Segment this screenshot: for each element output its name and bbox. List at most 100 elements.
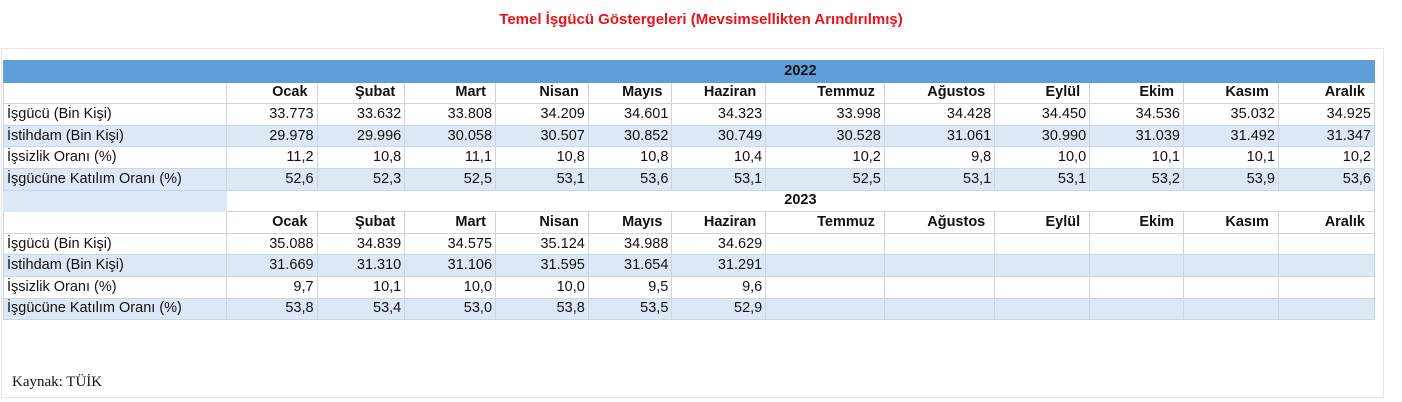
table-cell: 53,1 (495, 167, 589, 191)
table-cell: 34.629 (671, 232, 767, 256)
month-header: Mayıs (587, 211, 673, 234)
month-header: Nisan (495, 81, 589, 105)
table-cell: 31.347 (1277, 124, 1376, 148)
table-cell: 10,1 (1089, 146, 1184, 169)
year-header-spacer (3, 189, 227, 213)
table-cell: 29.978 (225, 124, 318, 148)
month-header: Mart (404, 211, 497, 234)
table-cell (994, 254, 1091, 277)
table-cell: 10,1 (1183, 146, 1279, 169)
month-header: Haziran (671, 211, 767, 234)
table-cell: 34.925 (1277, 103, 1376, 126)
table-cell: 53,1 (883, 167, 996, 191)
table-cell: 30.990 (994, 124, 1091, 148)
month-header: Temmuz (765, 81, 885, 105)
table-cell: 33.998 (765, 103, 885, 126)
table-cell: 34.323 (671, 103, 767, 126)
table-cell (883, 275, 996, 299)
table-cell: 53,8 (225, 297, 318, 321)
table-cell (994, 297, 1091, 321)
table-cell: 31.654 (587, 254, 673, 277)
month-header: Temmuz (765, 211, 885, 234)
row-label: İşgücüne Katılım Oranı (%) (3, 167, 227, 191)
table-cell (1089, 254, 1184, 277)
page-title: Temel İşgücü Göstergeleri (Mevsimsellikt… (499, 11, 903, 28)
table-cell (1183, 254, 1279, 277)
month-header: Kasım (1183, 211, 1279, 234)
table-cell: 53,1 (671, 167, 767, 191)
table-cell: 35.088 (225, 232, 318, 256)
month-header: Ağustos (883, 81, 996, 105)
table-row: İşsizlik Oranı (%) 9,7 10,1 10,0 10,0 9,5 9,6 (3, 275, 1376, 299)
table-cell: 34.601 (587, 103, 673, 126)
row-label: İstihdam (Bin Kişi) (3, 124, 227, 148)
table-cell (1089, 275, 1184, 299)
table-cell: 11,2 (225, 146, 318, 169)
table-cell: 31.106 (404, 254, 497, 277)
table-cell (1183, 275, 1279, 299)
month-header: Eylül (994, 211, 1091, 234)
table-cell: 53,6 (587, 167, 673, 191)
table-cell: 9,6 (671, 275, 767, 299)
table-cell (1277, 232, 1376, 256)
table-cell (765, 232, 885, 256)
table-cell: 33.808 (404, 103, 497, 126)
table-cell: 10,2 (1277, 146, 1376, 169)
year-header-spacer (3, 60, 227, 83)
month-header-row: Ocak Şubat Mart Nisan Mayıs Haziran Temmuz Ağus… (3, 211, 1376, 234)
row-label: İstihdam (Bin Kişi) (3, 254, 227, 277)
month-header: Ocak (225, 211, 318, 234)
table-cell: 10,0 (404, 275, 497, 299)
table-cell: 35.124 (495, 232, 589, 256)
table-cell: 52,5 (765, 167, 885, 191)
month-header: Şubat (316, 211, 406, 234)
year-header-row: 2023 (3, 189, 1376, 213)
month-header: Ocak (225, 81, 318, 105)
table-cell: 31.492 (1183, 124, 1279, 148)
table-cell: 53,0 (404, 297, 497, 321)
table-cell: 30.749 (671, 124, 767, 148)
table-cell: 53,1 (994, 167, 1091, 191)
table-cell (883, 297, 996, 321)
table-cell: 34.428 (883, 103, 996, 126)
table-cell (994, 275, 1091, 299)
table-cell: 53,8 (495, 297, 589, 321)
month-header: Ağustos (883, 211, 996, 234)
table-cell (1089, 232, 1184, 256)
row-label: İşsizlik Oranı (%) (3, 275, 227, 299)
table-cell: 29.996 (316, 124, 406, 148)
month-header: Mart (404, 81, 497, 105)
table-cell (883, 254, 996, 277)
table-cell: 30.852 (587, 124, 673, 148)
source-note: Kaynak: TÜİK (12, 374, 103, 390)
table-cell: 31.310 (316, 254, 406, 277)
table-row: İşsizlik Oranı (%) 11,2 10,8 11,1 10,8 10,8 10… (3, 146, 1376, 169)
table-cell: 31.291 (671, 254, 767, 277)
table-cell (994, 232, 1091, 256)
table-cell: 10,8 (495, 146, 589, 169)
table-row: İstihdam (Bin Kişi) 31.669 31.310 31.106 31.… (3, 254, 1376, 277)
month-header: Eylül (994, 81, 1091, 105)
table-cell (1277, 297, 1376, 321)
table-cell: 53,9 (1183, 167, 1279, 191)
table-cell (1183, 297, 1279, 321)
table-cell: 34.988 (587, 232, 673, 256)
table-row: İşgücüne Katılım Oranı (%) 52,6 52,3 52,5 53… (3, 167, 1376, 191)
month-header: Ekim (1089, 81, 1184, 105)
table-cell: 10,0 (495, 275, 589, 299)
table-cell: 10,2 (765, 146, 885, 169)
row-label: İşgücü (Bin Kişi) (3, 232, 227, 256)
table-cell: 10,0 (994, 146, 1091, 169)
year-label: 2023 (225, 189, 1376, 213)
table-cell: 11,1 (404, 146, 497, 169)
year-header-row: 2022 (3, 60, 1376, 83)
table-cell: 10,8 (316, 146, 406, 169)
table-cell (765, 275, 885, 299)
table-cell: 10,4 (671, 146, 767, 169)
table-cell (1277, 254, 1376, 277)
table-cell: 52,9 (671, 297, 767, 321)
row-label: İşgücüne Katılım Oranı (%) (3, 297, 227, 321)
month-header: Haziran (671, 81, 767, 105)
table-cell: 52,6 (225, 167, 318, 191)
table-cell: 34.839 (316, 232, 406, 256)
